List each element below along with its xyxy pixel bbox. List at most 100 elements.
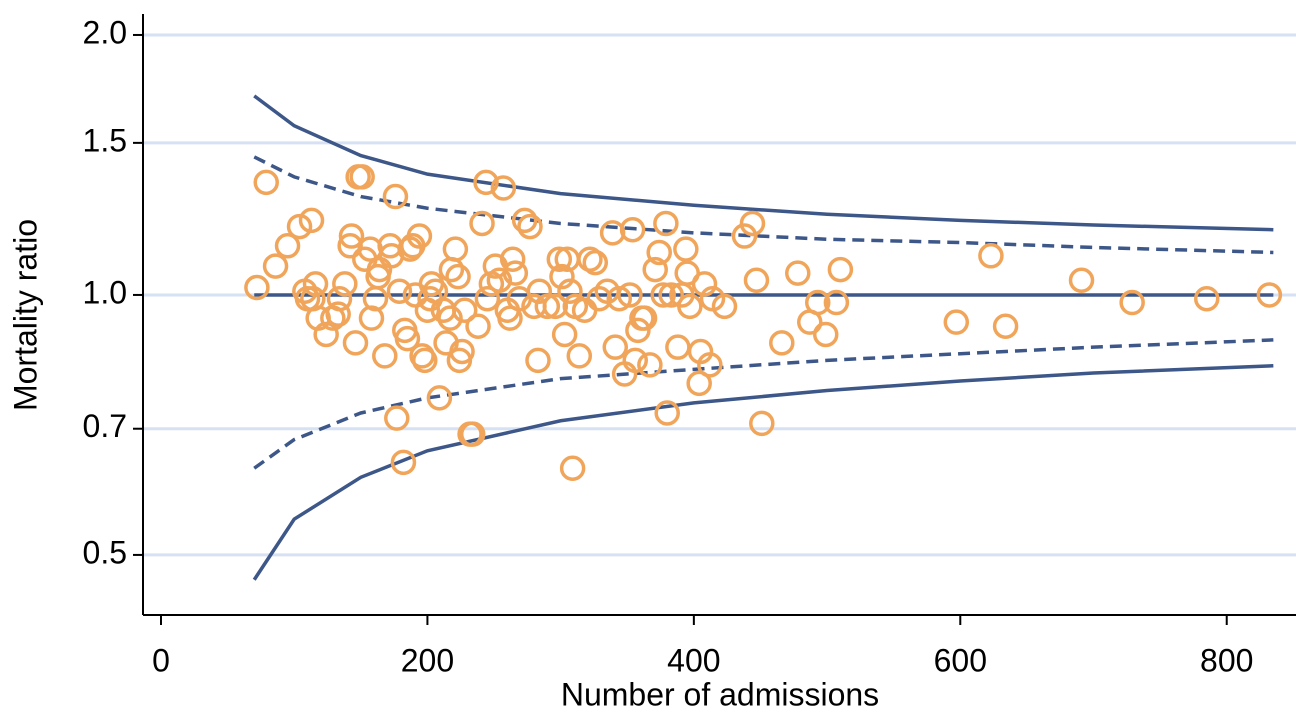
data-point <box>390 449 417 476</box>
x-tick-label: 800 <box>1200 642 1253 678</box>
data-point <box>286 213 313 240</box>
data-point <box>739 210 766 237</box>
data-point <box>654 400 680 426</box>
data-point <box>559 455 586 481</box>
data-point <box>437 305 463 331</box>
data-point <box>769 330 795 356</box>
data-point <box>302 271 329 297</box>
data-point <box>449 338 475 365</box>
data-point <box>490 175 517 201</box>
data-point <box>637 352 663 378</box>
data-point <box>325 301 351 327</box>
data-point <box>525 347 551 374</box>
data-point <box>465 313 491 339</box>
data-point <box>386 278 413 304</box>
data-point <box>617 282 643 308</box>
data-point <box>606 285 633 312</box>
data-point <box>711 293 738 320</box>
data-point <box>743 267 770 293</box>
data-point <box>551 321 578 348</box>
data-point <box>731 223 758 249</box>
data-point <box>586 285 613 312</box>
data-point <box>691 271 718 297</box>
data-point <box>338 223 365 249</box>
data-point <box>673 236 699 262</box>
x-tick-label: 400 <box>667 642 720 678</box>
data-point <box>619 216 646 243</box>
data-point <box>474 285 501 312</box>
data-point <box>642 256 668 283</box>
data-point <box>473 169 499 196</box>
data-point <box>253 169 279 196</box>
data-point <box>412 347 438 374</box>
data-point <box>511 207 538 234</box>
data-point <box>546 246 573 272</box>
data-point <box>646 239 672 266</box>
data-point <box>526 278 553 304</box>
data-point <box>823 289 850 316</box>
data-point <box>469 210 495 237</box>
data-point <box>326 285 353 312</box>
x-tick-label: 0 <box>152 642 170 678</box>
data-point <box>625 317 651 344</box>
data-point <box>442 236 469 262</box>
data-point <box>517 213 543 240</box>
data-point <box>549 263 575 290</box>
data-point <box>812 321 839 348</box>
data-point <box>697 352 723 378</box>
control-limit <box>253 338 1274 470</box>
y-tick-label: 1.5 <box>83 122 127 158</box>
data-point <box>382 183 409 210</box>
data-point <box>372 343 398 369</box>
data-point <box>943 309 970 335</box>
data-point <box>1068 267 1095 293</box>
x-axis-label: Number of admissions <box>561 676 879 712</box>
data-point <box>332 271 358 297</box>
x-tick-label: 600 <box>934 642 987 678</box>
data-point <box>262 253 289 279</box>
data-point <box>499 246 526 272</box>
data-point <box>426 385 453 411</box>
data-point <box>349 164 375 190</box>
data-point <box>298 207 325 234</box>
data-point <box>566 343 593 369</box>
data-point <box>804 289 831 316</box>
data-point <box>502 260 529 286</box>
data-point <box>978 243 1004 269</box>
data-point <box>653 210 679 237</box>
data-point <box>406 223 433 249</box>
data-point <box>394 325 421 352</box>
data-point <box>658 282 684 308</box>
y-axis-label: Mortality ratio <box>7 219 43 411</box>
data-point <box>244 274 270 301</box>
y-tick-label: 1.0 <box>83 274 127 310</box>
data-point <box>274 233 301 259</box>
data-point <box>342 330 369 356</box>
x-tick-label: 200 <box>401 642 454 678</box>
data-point <box>445 263 471 290</box>
data-point <box>542 293 569 320</box>
data-point <box>686 370 712 397</box>
data-point <box>384 405 410 431</box>
data-point <box>631 305 658 331</box>
data-point <box>451 297 478 324</box>
data-point <box>785 260 811 286</box>
data-point <box>582 249 609 276</box>
data-point <box>665 334 691 360</box>
data-point <box>749 410 775 437</box>
control-limit <box>253 155 1274 255</box>
control-limit <box>253 94 1274 232</box>
data-point <box>459 421 486 447</box>
y-tick-label: 0.7 <box>83 408 127 444</box>
data-point <box>577 246 603 272</box>
data-point <box>827 256 854 283</box>
data-point <box>1119 289 1145 316</box>
data-point <box>677 293 703 320</box>
y-tick-label: 0.5 <box>83 534 127 570</box>
data-point <box>486 267 513 293</box>
y-tick-label: 2.0 <box>83 14 127 50</box>
data-point <box>602 334 629 360</box>
data-point <box>650 282 676 308</box>
data-point <box>557 278 583 304</box>
